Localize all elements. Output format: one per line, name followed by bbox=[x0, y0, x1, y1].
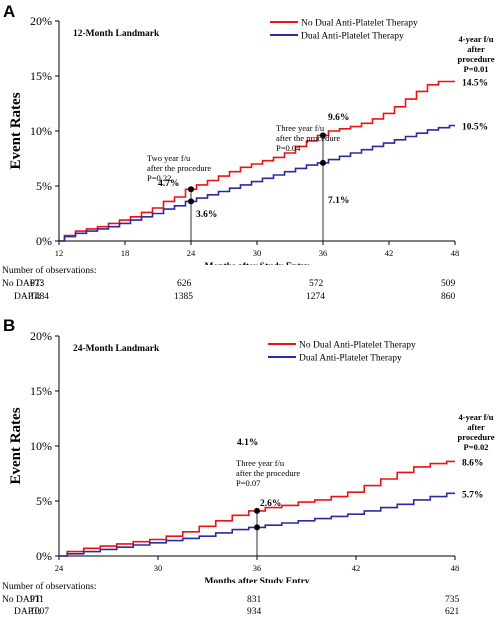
obs-a-value: 1484 bbox=[30, 292, 49, 302]
x-tick-label: 42 bbox=[352, 563, 361, 573]
obs-a-value: 626 bbox=[177, 279, 192, 289]
obs-b-value: 1007 bbox=[30, 607, 49, 617]
y-tick-label: 10% bbox=[30, 124, 52, 138]
chart-subtitle: 12-Month Landmark bbox=[73, 29, 160, 39]
chart-a: 0% 5% 10% 15% 20% 12 18 24 30 36 42 48 Months after … bbox=[8, 14, 495, 265]
obs-a-value: 1385 bbox=[174, 292, 193, 302]
obs-a-value: 673 bbox=[30, 279, 45, 289]
obs-b-value: 911 bbox=[30, 595, 44, 605]
annotation-text: Three year f/u bbox=[236, 458, 285, 468]
final-value-dapt: 10.5% bbox=[462, 123, 488, 133]
obs-b-row-label: No DAPT: bbox=[2, 595, 43, 605]
annotation-text: after the procedure bbox=[276, 133, 340, 143]
annotation-point-dapt bbox=[254, 524, 260, 531]
final-header-text: after bbox=[467, 44, 485, 54]
y-tick-label: 15% bbox=[30, 69, 52, 83]
obs-a-value: 1274 bbox=[306, 292, 325, 302]
y-tick-label: 5% bbox=[36, 179, 52, 193]
final-header-text: P=0.02 bbox=[464, 442, 489, 452]
x-tick-label: 48 bbox=[451, 248, 460, 258]
series-line-no-dapt bbox=[59, 80, 455, 242]
x-tick-label: 18 bbox=[121, 248, 130, 258]
annotation-point-no-dapt bbox=[188, 186, 194, 193]
final-header-text: 4-year f/u bbox=[458, 34, 493, 44]
annotation-text: after the procedure bbox=[236, 468, 300, 478]
y-axis-label: Event Rates bbox=[8, 92, 24, 169]
y-tick-label: 0% bbox=[36, 234, 52, 248]
x-tick-label: 36 bbox=[319, 248, 328, 258]
annotation-value-dapt: 7.1% bbox=[328, 196, 349, 206]
y-tick-label: 10% bbox=[30, 439, 52, 453]
panel-b-letter: B bbox=[3, 316, 16, 335]
y-axis-label: Event Rates bbox=[8, 407, 24, 484]
annotation-point-no-dapt bbox=[320, 132, 326, 139]
obs-b-value: 735 bbox=[445, 595, 460, 605]
annotation-value-dapt: 2.6% bbox=[260, 499, 281, 509]
final-value-dapt: 5.7% bbox=[462, 490, 483, 500]
annotation-point-dapt bbox=[320, 159, 326, 166]
annotation-text: P=0.04 bbox=[276, 143, 301, 153]
annotation-text: P=0.07 bbox=[236, 478, 260, 488]
obs-b-row-label: DAPT: bbox=[14, 607, 41, 617]
annotation-point-no-dapt bbox=[254, 507, 260, 514]
obs-a-header: Number of observations: bbox=[2, 266, 97, 276]
annotation-point-dapt bbox=[188, 198, 194, 205]
obs-a-row-label: No DAPT: bbox=[2, 279, 43, 289]
annotation-text: after the procedure bbox=[147, 163, 211, 173]
series-line-dapt bbox=[59, 124, 455, 242]
final-value-no-dapt: 8.6% bbox=[462, 458, 483, 468]
obs-b-value: 934 bbox=[247, 607, 262, 617]
x-axis-label: Months after Study Entry bbox=[204, 262, 309, 265]
y-tick-label: 0% bbox=[36, 549, 52, 563]
final-header-text: P=0.01 bbox=[464, 64, 489, 74]
annotation-text: Three year f/u bbox=[276, 123, 325, 133]
obs-b-value: 621 bbox=[445, 607, 460, 617]
x-axis-label: Months after Study Entry bbox=[204, 577, 309, 583]
panel-a-letter: A bbox=[3, 2, 16, 21]
annotation-text: Two year f/u bbox=[147, 153, 191, 163]
y-tick-label: 5% bbox=[36, 494, 52, 508]
x-tick-label: 12 bbox=[55, 248, 64, 258]
final-header-text: procedure bbox=[458, 54, 495, 64]
obs-a-value: 860 bbox=[441, 292, 456, 302]
y-tick-label: 20% bbox=[30, 329, 52, 343]
x-tick-label: 24 bbox=[55, 563, 64, 573]
legend-label: Dual Anti-Platelet Therapy bbox=[301, 32, 404, 42]
annotation-value-no-dapt: 9.6% bbox=[328, 113, 349, 123]
final-header-text: procedure bbox=[458, 432, 495, 442]
final-header-text: after bbox=[467, 422, 485, 432]
x-tick-label: 30 bbox=[253, 248, 262, 258]
annotation-value-dapt: 3.6% bbox=[196, 210, 217, 220]
annotation-text: P=0.22 bbox=[147, 173, 171, 183]
x-tick-label: 36 bbox=[253, 563, 262, 573]
legend-label: Dual Anti-Platelet Therapy bbox=[299, 354, 402, 364]
legend-label: No Dual Anti-Platelet Therapy bbox=[301, 19, 418, 29]
y-tick-label: 15% bbox=[30, 384, 52, 398]
annotation-value-no-dapt: 4.7% bbox=[158, 179, 179, 189]
obs-a-row-label: DAPT: bbox=[14, 292, 41, 302]
final-value-no-dapt: 14.5% bbox=[462, 79, 488, 89]
x-tick-label: 24 bbox=[187, 248, 196, 258]
chart-b: 0% 5% 10% 15% 20% 24 30 36 42 48 Months after Stud… bbox=[8, 329, 495, 583]
annotation-value-no-dapt: 4.1% bbox=[237, 438, 258, 448]
chart-subtitle: 24-Month Landmark bbox=[73, 344, 160, 354]
x-tick-label: 30 bbox=[154, 563, 163, 573]
x-tick-label: 48 bbox=[451, 563, 460, 573]
obs-b-header: Number of observations: bbox=[2, 582, 97, 592]
legend-label: No Dual Anti-Platelet Therapy bbox=[299, 341, 416, 351]
obs-a-value: 572 bbox=[309, 279, 324, 289]
obs-a-value: 509 bbox=[441, 279, 456, 289]
x-tick-label: 42 bbox=[385, 248, 394, 258]
y-tick-label: 20% bbox=[30, 14, 52, 28]
obs-b-value: 831 bbox=[247, 595, 262, 605]
final-header-text: 4-year f/u bbox=[458, 412, 493, 422]
